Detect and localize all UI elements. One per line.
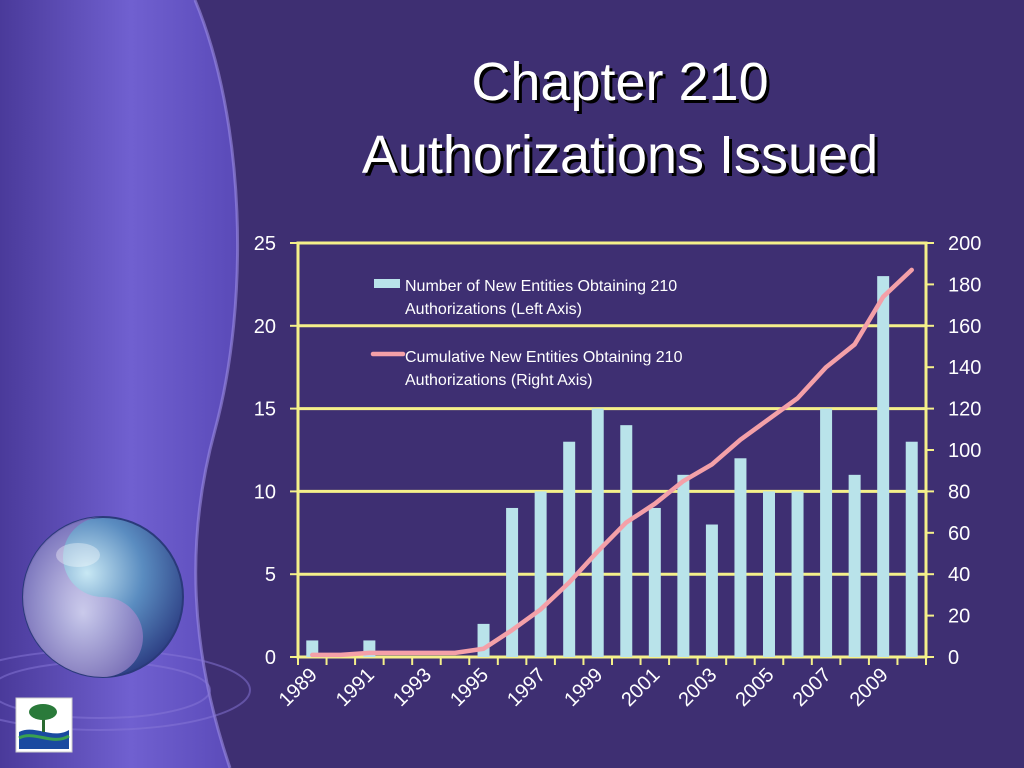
bar (563, 441, 576, 657)
left-axis-tick-label: 20 (254, 316, 276, 338)
right-axis-tick-label: 20 (948, 606, 970, 628)
right-axis-tick-label: 40 (948, 564, 970, 586)
bar (791, 491, 804, 657)
legend-swatch-bars (374, 279, 400, 288)
right-axis-tick-label: 160 (948, 316, 981, 338)
slide-title-line1: Chapter 210 (471, 52, 768, 112)
bar (905, 441, 918, 657)
right-axis-tick-label: 60 (948, 523, 970, 545)
bar (620, 425, 633, 657)
right-axis-tick-label: 180 (948, 274, 981, 296)
x-axis-tick-label: 1995 (446, 664, 493, 711)
right-axis-tick-label: 200 (948, 233, 981, 255)
bar (648, 507, 661, 657)
x-axis-tick-label: 1993 (389, 664, 436, 711)
right-axis-tick-label: 0 (948, 647, 959, 669)
bar (877, 276, 890, 657)
right-axis-tick-label: 140 (948, 357, 981, 379)
tree-logo-icon[interactable] (15, 697, 73, 753)
left-axis-tick-label: 5 (265, 564, 276, 586)
bar (705, 524, 718, 657)
cumulative-line (310, 267, 914, 658)
bar (477, 623, 490, 657)
slide-title-line1: Chapter 210 (474, 55, 771, 115)
bar (534, 491, 547, 657)
bar (677, 474, 690, 657)
x-axis-tick-label: 1999 (560, 664, 607, 711)
x-axis-tick-label: 2003 (674, 664, 721, 711)
bar (306, 640, 319, 657)
bar (363, 640, 376, 657)
left-axis-tick-label: 10 (254, 481, 276, 503)
slide-title-line2: Authorizations Issued (362, 125, 878, 185)
bar (848, 474, 861, 657)
right-axis-tick-label: 80 (948, 481, 970, 503)
x-axis-tick-label: 1997 (503, 664, 550, 711)
authorizations-chart: 0 5 10 15 20 25 0 20 40 60 80 100 120 140 160 180 200 198… (254, 233, 982, 711)
left-axis-tick-label: 15 (254, 399, 276, 421)
legend-label-bars: Number of New Entities Obtaining 210 Auth… (405, 278, 677, 318)
left-axis-tick-label: 0 (265, 647, 276, 669)
left-axis-tick-label: 25 (254, 233, 276, 255)
bar (734, 458, 747, 657)
bar (820, 408, 833, 657)
bar (763, 491, 775, 657)
left-decor-panel-edge (193, 0, 240, 768)
x-axis-tick-label: 2001 (617, 664, 664, 711)
x-axis-tick-label: 1989 (275, 664, 322, 711)
right-axis-tick-label: 100 (948, 440, 981, 462)
x-axis-tick-label: 2005 (732, 664, 779, 711)
x-axis-tick-label: 2009 (846, 664, 893, 711)
x-axis-tick-label: 1991 (332, 664, 379, 711)
yin-yang-sphere-icon (22, 516, 184, 678)
slide-title-line2: Authorizations Issued (365, 128, 881, 188)
right-axis-tick-label: 120 (948, 399, 981, 421)
legend-label-line: Cumulative New Entities Obtaining 210 Aut… (405, 349, 683, 389)
bar (506, 507, 519, 657)
bar (591, 408, 604, 657)
x-axis-tick-label: 2007 (789, 664, 836, 711)
